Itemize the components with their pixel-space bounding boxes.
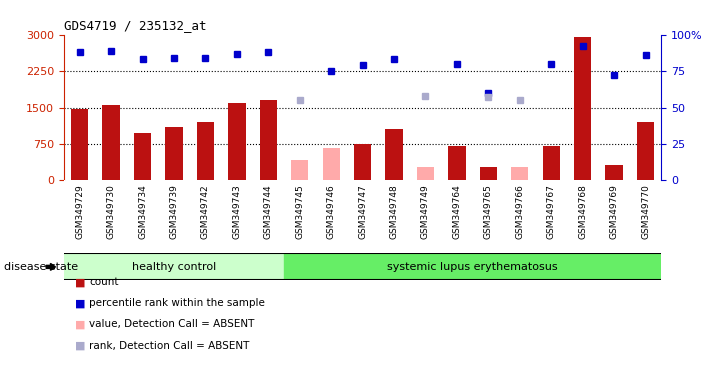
Text: ■: ■	[75, 341, 85, 351]
Bar	[197, 122, 214, 180]
Text: ■: ■	[75, 277, 85, 287]
Bar	[228, 103, 245, 180]
Text: GSM349743: GSM349743	[232, 184, 241, 239]
Text: GSM349745: GSM349745	[295, 184, 304, 239]
Text: GSM349765: GSM349765	[484, 184, 493, 239]
Text: value, Detection Call = ABSENT: value, Detection Call = ABSENT	[89, 319, 255, 329]
Text: GDS4719 / 235132_at: GDS4719 / 235132_at	[64, 19, 206, 32]
Bar	[354, 144, 371, 180]
Bar	[260, 100, 277, 180]
Text: ■: ■	[75, 298, 85, 308]
Text: GSM349767: GSM349767	[547, 184, 556, 239]
Text: GSM349766: GSM349766	[515, 184, 524, 239]
Bar	[480, 167, 497, 180]
Bar	[323, 148, 340, 180]
Text: GSM349730: GSM349730	[107, 184, 116, 239]
Bar	[448, 146, 466, 180]
Bar	[385, 129, 402, 180]
Bar	[542, 146, 560, 180]
Text: GSM349770: GSM349770	[641, 184, 650, 239]
Text: systemic lupus erythematosus: systemic lupus erythematosus	[387, 262, 558, 272]
Text: GSM349747: GSM349747	[358, 184, 367, 239]
Text: GSM349746: GSM349746	[326, 184, 336, 239]
Text: GSM349734: GSM349734	[138, 184, 147, 239]
Text: GSM349729: GSM349729	[75, 184, 84, 239]
Text: healthy control: healthy control	[132, 262, 216, 272]
Text: GSM349742: GSM349742	[201, 184, 210, 239]
Text: count: count	[89, 277, 118, 287]
Text: GSM349748: GSM349748	[390, 184, 399, 239]
Bar	[166, 127, 183, 180]
Bar	[417, 167, 434, 180]
Text: percentile rank within the sample: percentile rank within the sample	[89, 298, 264, 308]
Bar	[71, 109, 88, 180]
Bar	[102, 104, 119, 180]
Bar	[134, 133, 151, 180]
Bar	[574, 37, 592, 180]
Text: rank, Detection Call = ABSENT: rank, Detection Call = ABSENT	[89, 341, 250, 351]
Text: GSM349768: GSM349768	[578, 184, 587, 239]
Text: GSM349739: GSM349739	[169, 184, 178, 239]
Text: GSM349769: GSM349769	[609, 184, 619, 239]
Bar	[291, 160, 309, 180]
Bar	[64, 253, 284, 280]
Bar	[511, 167, 528, 180]
Text: GSM349749: GSM349749	[421, 184, 430, 239]
Text: ■: ■	[75, 319, 85, 329]
Text: GSM349744: GSM349744	[264, 184, 273, 239]
Bar	[284, 253, 661, 280]
Bar	[606, 165, 623, 180]
Text: disease state: disease state	[4, 262, 77, 272]
Bar	[637, 122, 654, 180]
Text: GSM349764: GSM349764	[452, 184, 461, 239]
